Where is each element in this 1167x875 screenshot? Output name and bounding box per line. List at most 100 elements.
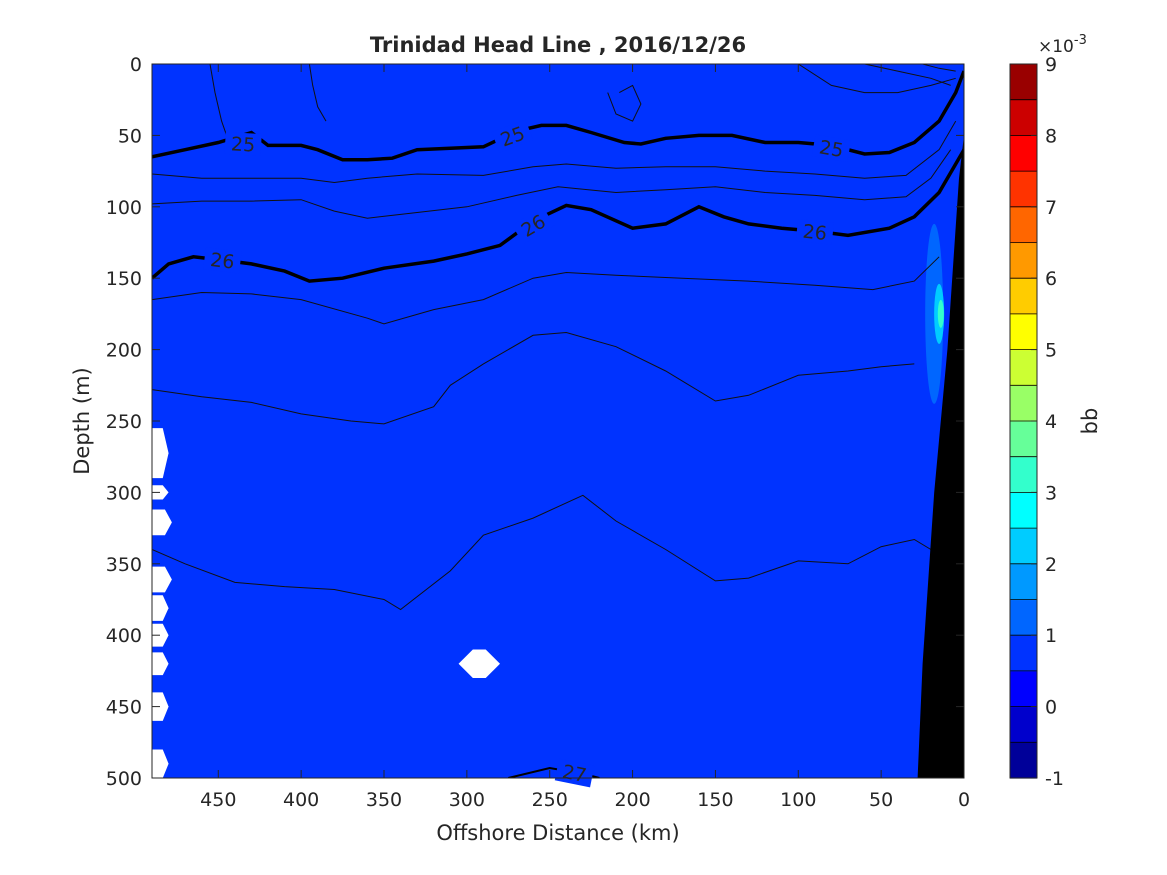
x-tick-label: 400 (283, 789, 319, 811)
colorbar-label: bb (1078, 408, 1102, 435)
colorbar-tick-label: 1 (1045, 625, 1057, 647)
missing-data-region (152, 509, 172, 536)
y-tick-label: 250 (106, 411, 142, 433)
colorbar-ticks: -1 0 1 2 3 4 5 6 7 8 9 (1031, 54, 1064, 790)
y-tick-label: 500 (106, 768, 142, 790)
contour-label-bg (203, 247, 242, 274)
colorbar-band (1010, 385, 1037, 422)
contour-label: 27 (560, 761, 588, 787)
colorbar-band (1010, 349, 1037, 386)
colorbar-bands (1010, 64, 1037, 779)
contour-line (152, 149, 952, 219)
contour-label-bg (224, 131, 262, 156)
missing-data-region (152, 485, 169, 500)
contour-line (152, 494, 932, 611)
y-axis-ticks: 0 50 100 150 200 250 300 350 400 450 500 (106, 54, 964, 790)
bathymetry-shape (917, 135, 964, 778)
missing-data-region (152, 652, 169, 676)
colorbar-band (1010, 313, 1037, 351)
contour-label: 26 (209, 249, 236, 274)
field-background (152, 64, 964, 778)
contour-label: 26 (802, 221, 828, 245)
x-tick-label: 200 (614, 789, 650, 811)
colorbar-band (1010, 563, 1037, 601)
colorbar-tick-label: 7 (1045, 197, 1057, 219)
colorbar-band (1010, 456, 1037, 493)
colorbar-tick-label: 9 (1045, 54, 1057, 76)
x-tick-label: 450 (200, 789, 236, 811)
contour-line (209, 64, 228, 136)
colorbar-tick-label: 4 (1045, 411, 1057, 433)
x-tick-label: 50 (869, 789, 893, 811)
missing-data-region (458, 649, 500, 679)
isopycnal-26 (152, 148, 964, 283)
colorbar-multiplier-exponent: -3 (1074, 33, 1087, 48)
x-tick-label: 100 (780, 789, 816, 811)
isopycnal-25 (152, 70, 964, 162)
colorbar-band (1010, 670, 1037, 708)
colorbar-band (1010, 135, 1037, 172)
missing-data-region (152, 623, 169, 647)
x-axis-label: Offshore Distance (km) (436, 821, 679, 845)
contour-label-bg (811, 134, 852, 163)
x-tick-label: 350 (366, 789, 402, 811)
colorbar-band (1010, 742, 1037, 779)
y-tick-label: 350 (106, 554, 142, 576)
plot-area (152, 64, 964, 778)
colorbar-tick-label: 8 (1045, 125, 1057, 147)
contour-line (152, 331, 915, 425)
missing-data-region (152, 566, 172, 593)
colorbar-band (1010, 206, 1037, 244)
colorbar-band (1010, 278, 1037, 315)
contour-label-bg (491, 119, 534, 153)
contour-line (798, 64, 956, 94)
colorbar-multiplier: ×10-3 (1038, 33, 1087, 57)
colorbar-band (1010, 528, 1037, 565)
colorbar-tick-label: 2 (1045, 554, 1057, 576)
colorbar-tick-label: 3 (1045, 482, 1057, 504)
missing-data-region (152, 749, 169, 778)
colorbar-tick-label: 5 (1045, 340, 1057, 362)
contour-label-bg (795, 218, 834, 245)
contour-line (308, 64, 327, 122)
x-axis-ticks: 450 400 350 300 250 200 150 100 50 0 (200, 64, 970, 811)
colorbar-band (1010, 421, 1037, 458)
y-tick-label: 200 (106, 340, 142, 362)
x-tick-label: 250 (532, 789, 568, 811)
colorbar: -1 0 1 2 3 4 5 6 7 8 9 ×10-3 bb (1009, 33, 1102, 790)
colorbar-band (1010, 99, 1037, 136)
contour-label: 25 (817, 136, 845, 162)
y-tick-label: 300 (106, 482, 142, 504)
nearshore-bb-core (937, 299, 944, 328)
contour-label: 25 (230, 133, 255, 156)
y-axis-label: Depth (m) (70, 367, 94, 474)
y-tick-label: 400 (106, 625, 142, 647)
contour-label-bg (554, 758, 595, 788)
thin-contours (152, 64, 957, 611)
colorbar-band (1010, 171, 1037, 208)
x-tick-label: 0 (958, 789, 970, 811)
colorbar-multiplier-base: ×10 (1038, 37, 1074, 57)
contour-label-bg (512, 206, 555, 245)
y-tick-label: 50 (118, 125, 142, 147)
contour-line (607, 84, 642, 122)
missing-data-region (152, 692, 169, 721)
missing-data-regions (152, 428, 500, 778)
chart-title: Trinidad Head Line , 2016/12/26 (370, 33, 746, 57)
field-features (925, 223, 945, 404)
colorbar-band (1010, 492, 1037, 529)
colorbar-tick-label: 0 (1045, 697, 1057, 719)
x-tick-label: 300 (449, 789, 485, 811)
y-tick-label: 450 (106, 697, 142, 719)
y-tick-label: 0 (130, 54, 142, 76)
missing-data-region (152, 595, 169, 621)
colorbar-band (1010, 635, 1037, 672)
colorbar-band (1010, 706, 1037, 743)
x-tick-label: 150 (697, 789, 733, 811)
missing-data-region (152, 428, 169, 479)
y-tick-label: 150 (106, 268, 142, 290)
colorbar-tick-label: 6 (1045, 268, 1057, 290)
colorbar-band (1010, 64, 1037, 101)
